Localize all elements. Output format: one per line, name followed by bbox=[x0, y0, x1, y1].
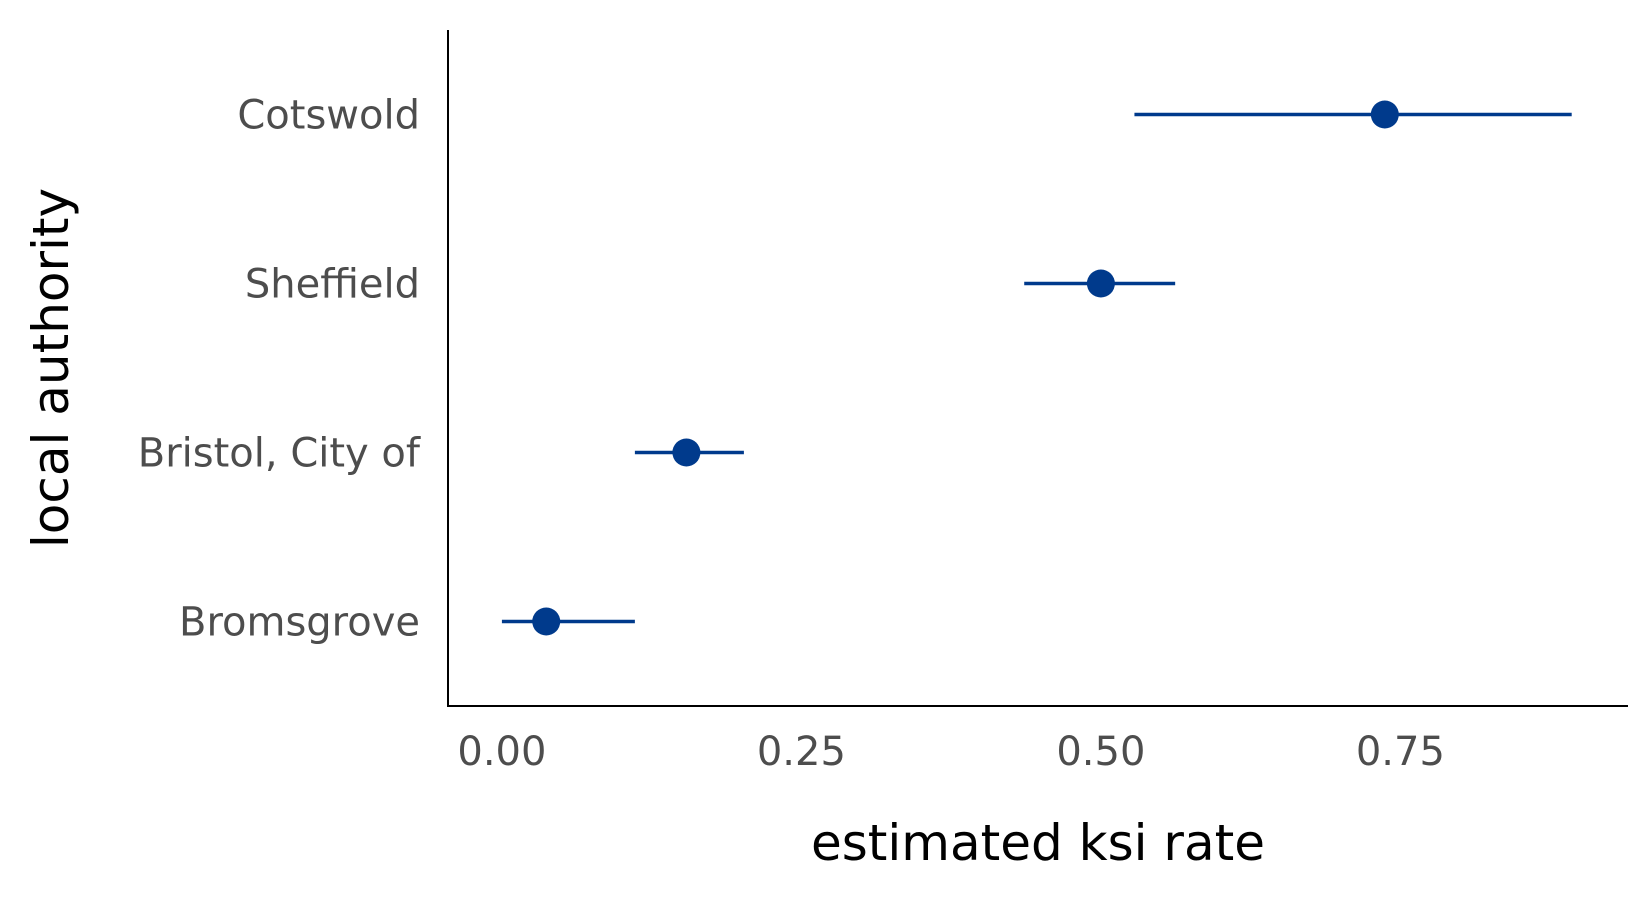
y-tick-label: Bromsgrove bbox=[179, 600, 420, 646]
y-tick-label: Bristol, City of bbox=[138, 431, 421, 477]
x-tick-label: 0.00 bbox=[457, 729, 546, 775]
axes bbox=[447, 30, 1628, 707]
estimate-point bbox=[672, 438, 701, 467]
y-tick-label: Sheffield bbox=[245, 262, 420, 308]
y-axis-title: local authority bbox=[22, 188, 80, 548]
estimate-points bbox=[532, 100, 1399, 636]
x-tick-label: 0.75 bbox=[1356, 729, 1445, 775]
estimate-point bbox=[1370, 100, 1399, 129]
y-tick-labels: Bromsgrove Bristol, City of Sheffield Cotsw… bbox=[138, 93, 421, 646]
x-tick-labels: 0.00 0.25 0.50 0.75 bbox=[457, 729, 1445, 775]
estimate-point bbox=[1086, 269, 1115, 298]
y-tick-label: Cotswold bbox=[237, 93, 420, 139]
x-tick-label: 0.25 bbox=[757, 729, 846, 775]
x-axis-title: estimated ksi rate bbox=[811, 814, 1265, 872]
confidence-intervals bbox=[501, 112, 1572, 624]
estimate-point bbox=[532, 607, 561, 636]
x-tick-label: 0.50 bbox=[1056, 729, 1145, 775]
